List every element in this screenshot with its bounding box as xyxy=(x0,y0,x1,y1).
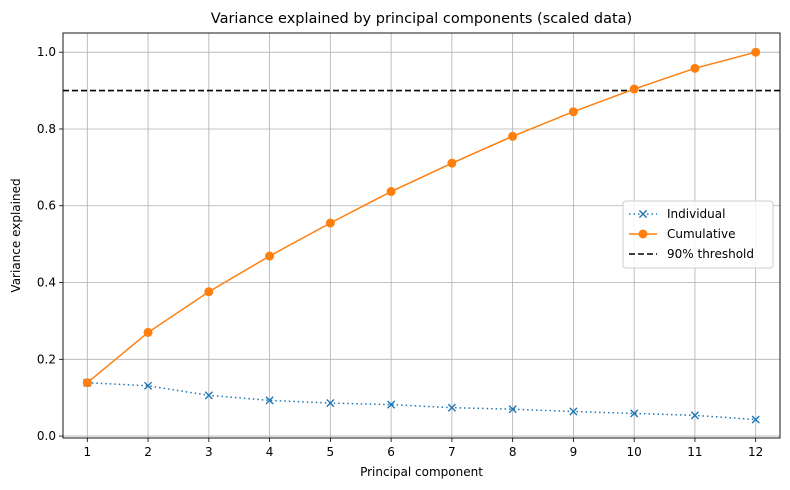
x-tick-label-3: 3 xyxy=(205,445,213,459)
individual-point-3 xyxy=(204,391,213,400)
y-tick-label-0: 0.0 xyxy=(37,429,56,443)
x-tick-label-6: 6 xyxy=(387,445,395,459)
legend-marker-individual xyxy=(638,209,648,219)
cumulative-point-6 xyxy=(386,187,396,197)
series-individual xyxy=(83,378,760,424)
x-axis-ticks: 1 2 3 4 5 6 7 8 9 10 11 12 xyxy=(83,438,763,459)
x-tick-label-1: 1 xyxy=(83,445,91,459)
cumulative-point-9 xyxy=(568,107,578,117)
legend-entry-cumulative: Cumulative xyxy=(629,227,736,241)
cumulative-point-4 xyxy=(265,251,275,261)
x-tick-label-8: 8 xyxy=(509,445,517,459)
cumulative-point-7 xyxy=(447,158,457,168)
cumulative-point-8 xyxy=(508,131,518,141)
individual-point-7 xyxy=(447,403,456,412)
individual-point-11 xyxy=(690,411,700,420)
individual-point-4 xyxy=(265,396,274,405)
legend-label-90-threshold: 90% threshold xyxy=(667,247,754,261)
individual-point-10 xyxy=(630,409,639,418)
y-axis-ticks: 0.0 0.2 0.4 0.6 0.8 1.0 xyxy=(37,45,63,443)
x-tick-label-4: 4 xyxy=(266,445,274,459)
chart-title: Variance explained by principal componen… xyxy=(211,11,632,27)
cumulative-line xyxy=(86,51,756,384)
x-tick-label-2: 2 xyxy=(144,445,152,459)
individual-point-9 xyxy=(569,407,578,416)
grid xyxy=(63,33,780,438)
series-layer xyxy=(82,47,761,424)
x-tick-label-9: 9 xyxy=(570,445,578,459)
individual-line xyxy=(87,381,756,421)
x-tick-label-12: 12 xyxy=(748,445,763,459)
x-tick-label-5: 5 xyxy=(327,445,335,459)
plot-frame xyxy=(62,32,781,439)
legend-label-cumulative: Cumulative xyxy=(667,227,736,241)
y-tick-label-2: 0.4 xyxy=(37,276,56,290)
legend-entry-individual: Individual xyxy=(629,207,725,221)
cumulative-point-5 xyxy=(325,218,335,228)
legend-entry-90-threshold: 90% threshold xyxy=(629,247,754,261)
y-tick-label-3: 0.6 xyxy=(37,199,56,213)
series-cumulative xyxy=(82,47,761,388)
cumulative-point-3 xyxy=(204,287,214,297)
individual-point-6 xyxy=(387,400,396,409)
y-tick-label-5: 1.0 xyxy=(37,45,56,59)
cumulative-point-11 xyxy=(690,63,700,73)
y-axis-label: Variance explained xyxy=(9,178,23,292)
legend-marker-cumulative xyxy=(638,229,648,239)
individual-point-8 xyxy=(508,405,517,414)
x-tick-label-7: 7 xyxy=(448,445,456,459)
cumulative-point-10 xyxy=(629,84,639,94)
cumulative-point-12 xyxy=(751,47,761,57)
x-axis-label: Principal component xyxy=(360,465,483,479)
cumulative-point-2 xyxy=(143,327,153,337)
cumulative-point-1 xyxy=(82,378,92,388)
individual-point-2 xyxy=(143,381,153,390)
legend-box xyxy=(622,200,774,269)
x-tick-label-11: 11 xyxy=(687,445,702,459)
legend: Individual Cumulative 90% threshold xyxy=(622,200,774,269)
legend-label-individual: Individual xyxy=(667,207,725,221)
individual-point-5 xyxy=(326,398,335,408)
x-tick-label-10: 10 xyxy=(627,445,642,459)
individual-point-12 xyxy=(751,415,760,424)
y-tick-label-1: 0.2 xyxy=(37,352,56,366)
y-tick-label-4: 0.8 xyxy=(37,122,56,136)
